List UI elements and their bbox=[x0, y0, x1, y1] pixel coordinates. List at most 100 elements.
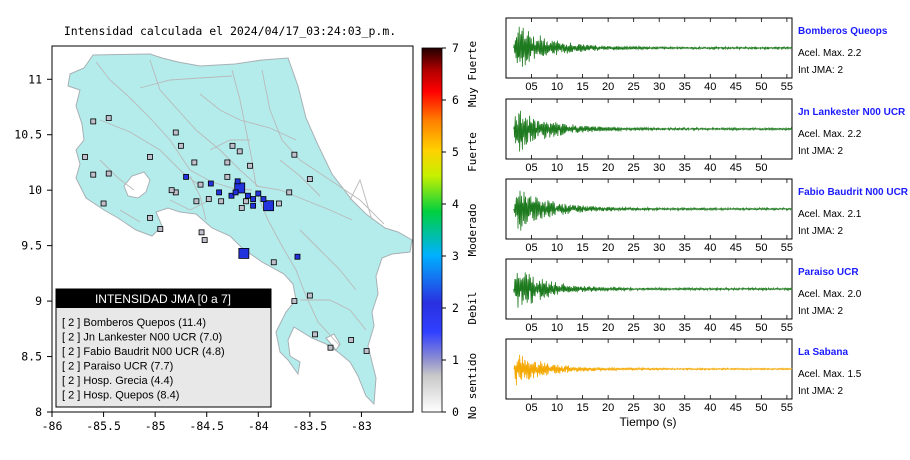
legend-box bbox=[55, 288, 272, 408]
waveform-x-tick-label: 10 bbox=[551, 242, 563, 254]
station-marker bbox=[191, 159, 198, 166]
station-marker bbox=[178, 142, 184, 149]
waveform-x-tick-label: 40 bbox=[704, 162, 716, 174]
waveform-x-tick-label: 40 bbox=[704, 81, 716, 93]
station-marker bbox=[147, 154, 153, 160]
map-panel: INTENSIDAD JMA [0 a 7] [ 2 ] Bomberos Qu… bbox=[14, 45, 414, 433]
waveform-x-tick-label: 15 bbox=[576, 402, 588, 414]
waveform-x-tick-label: 05 bbox=[525, 322, 537, 334]
waveform-x-tick-label: 05 bbox=[525, 402, 537, 414]
station-marker bbox=[312, 331, 318, 338]
waveform-x-tick-label: 10 bbox=[551, 162, 563, 174]
waveform-x-tick-label: 10 bbox=[551, 81, 563, 93]
waveform-x-tick-label: 55 bbox=[781, 402, 793, 414]
waveform-x-tick-label: 35 bbox=[679, 322, 691, 334]
colorbar-category-label: Debil bbox=[466, 291, 479, 324]
station-marker bbox=[306, 176, 313, 182]
waveform-x-tick-label: 25 bbox=[628, 162, 640, 174]
waveform-jma-label: Int JMA: 2 bbox=[798, 226, 843, 237]
map-x-tick-label: -85.5 bbox=[86, 419, 121, 433]
station-marker bbox=[82, 154, 88, 160]
station-marker bbox=[245, 192, 251, 199]
station-marker bbox=[201, 237, 208, 243]
map-x-ticks: -86 -85.5 -85 -84.5 -84 -83.5 -83 bbox=[42, 412, 372, 433]
colorbar: 0 1 2 3 4 5 6 7 No sentido Debil Moderado Fuerte Mu… bbox=[421, 41, 479, 419]
waveform-x-tick-label: 10 bbox=[551, 402, 563, 414]
colorbar-labels: No sentido Debil Moderado Fuerte Muy Fuerte bbox=[466, 41, 479, 419]
waveform-panels: 05 10 15 20 25 30 35 40 45 50 55 Bomberos Queops Ace… bbox=[505, 17, 909, 414]
map-x-tick-label: -84.5 bbox=[189, 419, 224, 433]
waveform-station-name: Bomberos Queops bbox=[798, 26, 888, 37]
waveform-x-tick-label: 10 bbox=[551, 322, 563, 334]
waveform-x-tick-label: 30 bbox=[653, 162, 665, 174]
waveform-x-tick-label: 45 bbox=[730, 162, 742, 174]
waveform-x-tick-label: 25 bbox=[628, 402, 640, 414]
station-marker bbox=[168, 187, 175, 194]
waveform-x-tick-label: 15 bbox=[576, 81, 588, 93]
colorbar-tick-label: 4 bbox=[452, 197, 459, 211]
costa-rica-landmass bbox=[67, 53, 413, 406]
waveform-x-tick-label: 30 bbox=[653, 242, 665, 254]
waveform-x-tick-label: 05 bbox=[525, 242, 537, 254]
colorbar-tick-label: 5 bbox=[452, 145, 459, 159]
station-marker bbox=[276, 200, 282, 207]
station-marker bbox=[229, 142, 236, 149]
legend-entry: [ 2 ] Jn Lankester N00 UCR (7.0) bbox=[62, 332, 222, 344]
waveform-x-tick-label: 35 bbox=[679, 162, 691, 174]
map-x-tick-label: -83 bbox=[351, 419, 372, 433]
station-marker bbox=[327, 344, 334, 351]
waveform-panel: 05 10 15 20 25 30 35 40 45 50 Jn Lankester N00 UCR… bbox=[505, 98, 906, 174]
colorbar-gradient bbox=[421, 47, 443, 413]
waveform-x-tick-label: 45 bbox=[730, 81, 742, 93]
nicoya-gulf bbox=[123, 171, 151, 199]
waveform-accel-label: Acel. Max. 2.1 bbox=[798, 209, 862, 220]
colorbar-tick-label: 6 bbox=[452, 93, 459, 107]
waveform-trace bbox=[513, 110, 793, 152]
map-title: Intensidad calculada el 2024/04/17_03:24… bbox=[64, 24, 396, 38]
station-marker bbox=[250, 202, 257, 209]
legend-entry: [ 2 ] Hosp. Grecia (4.4) bbox=[62, 375, 173, 387]
waveform-station-name: Fabio Baudrit N00 UCR bbox=[798, 187, 909, 198]
station-marker bbox=[172, 129, 179, 136]
waveform-trace bbox=[513, 190, 793, 231]
legend-entry: [ 2 ] Bomberos Quepos (11.4) bbox=[62, 317, 206, 329]
waveform-x-tick-label: 55 bbox=[781, 242, 793, 254]
waveform-x-tick-label: 40 bbox=[704, 402, 716, 414]
legend-entries: [ 2 ] Bomberos Quepos (11.4) [ 2 ] Jn Lan… bbox=[62, 317, 225, 402]
colorbar-ticks: 0 1 2 3 4 5 6 7 bbox=[442, 41, 459, 419]
colorbar-category-label: Moderado bbox=[466, 204, 479, 257]
roads-layer bbox=[95, 59, 385, 347]
map-legend: INTENSIDAD JMA [0 a 7] [ 2 ] Bomberos Qu… bbox=[55, 288, 272, 408]
waveform-panel: 05 10 15 20 25 30 35 40 45 50 55 Paraiso UCR Acel. M… bbox=[505, 258, 862, 334]
waveform-x-tick-label: 15 bbox=[576, 322, 588, 334]
station-marker bbox=[243, 198, 249, 205]
station-marker bbox=[348, 337, 355, 343]
waveform-trace bbox=[513, 272, 793, 308]
waveform-trace bbox=[513, 354, 793, 386]
map-y-ticks: 8 8.5 9 9.5 10 10.5 11 bbox=[14, 72, 52, 419]
time-axis-label: Tiempo (s) bbox=[620, 415, 677, 429]
waveform-x-tick-label: 20 bbox=[602, 322, 614, 334]
station-marker bbox=[270, 259, 277, 266]
station-marker bbox=[238, 247, 250, 259]
waveform-panel: 05 10 15 20 25 30 35 40 45 50 55 Bomberos Queops Ace… bbox=[505, 17, 888, 93]
station-marker bbox=[147, 215, 153, 221]
waveform-x-tick-label: 45 bbox=[730, 402, 742, 414]
waveform-x-tick-label: 45 bbox=[730, 242, 742, 254]
waveform-x-tick-label: 40 bbox=[704, 242, 716, 254]
map-y-tick-label: 8.5 bbox=[21, 350, 42, 364]
waveform-x-tick-label: 15 bbox=[576, 162, 588, 174]
waveform-x-tick-label: 30 bbox=[653, 402, 665, 414]
colorbar-category-label: No sentido bbox=[466, 353, 479, 419]
waveform-x-tick-label: 55 bbox=[781, 81, 793, 93]
waveform-x-tick-label: 35 bbox=[679, 242, 691, 254]
waveform-x-tick-label: 05 bbox=[525, 81, 537, 93]
station-marker bbox=[205, 196, 212, 202]
waveform-station-name: La Sabana bbox=[798, 347, 848, 358]
waveform-x-tick-label: 55 bbox=[781, 322, 793, 334]
waveform-station-name: Paraiso UCR bbox=[798, 267, 859, 278]
station-marker bbox=[100, 200, 107, 207]
station-marker bbox=[90, 118, 97, 125]
colorbar-tick-label: 0 bbox=[452, 405, 459, 419]
station-marker bbox=[236, 148, 243, 155]
